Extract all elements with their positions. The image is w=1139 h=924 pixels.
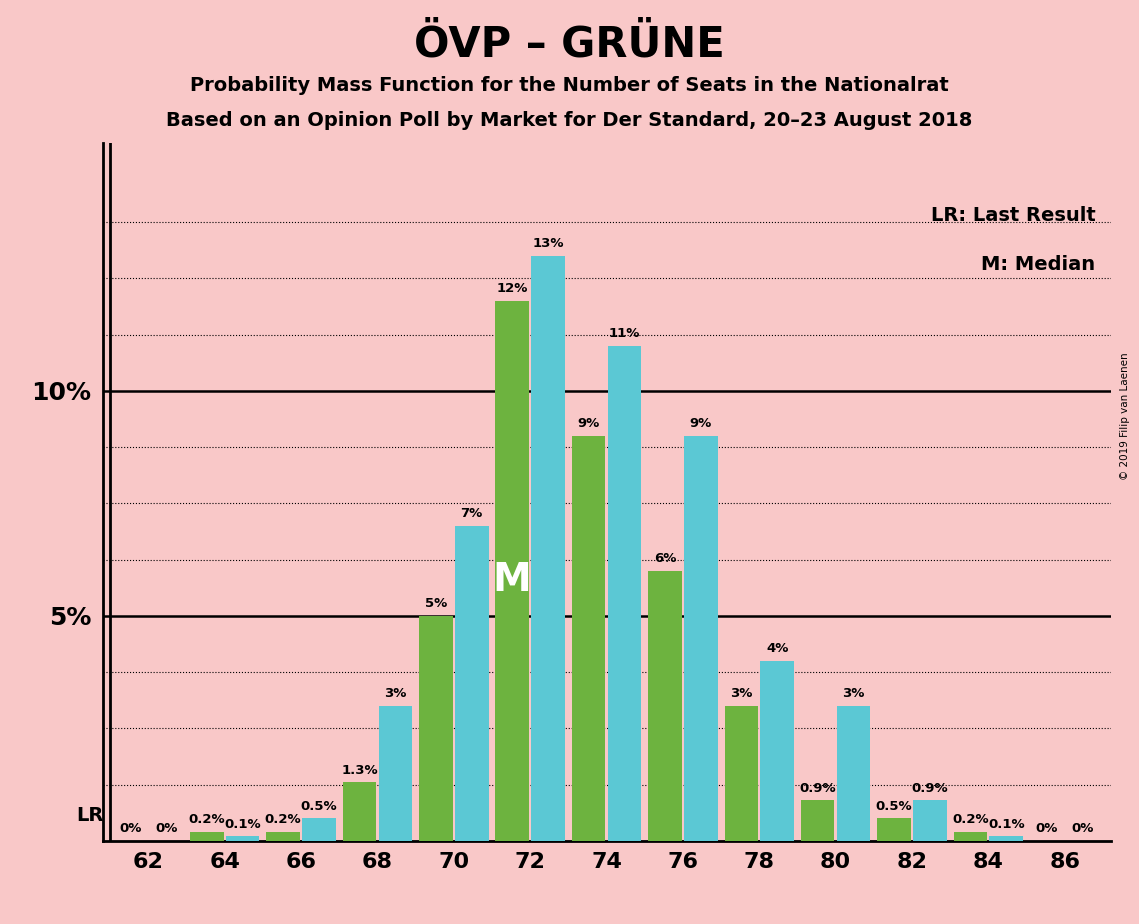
Text: 9%: 9% (690, 418, 712, 431)
Bar (454, 526, 489, 841)
Text: 0.2%: 0.2% (264, 813, 302, 826)
Bar (648, 571, 682, 841)
Text: 0.9%: 0.9% (800, 782, 836, 795)
Text: LR: Last Result: LR: Last Result (931, 206, 1096, 225)
Text: 13%: 13% (532, 237, 564, 250)
Text: 5%: 5% (425, 598, 446, 611)
Text: Based on an Opinion Poll by Market for Der Standard, 20–23 August 2018: Based on an Opinion Poll by Market for D… (166, 111, 973, 130)
Text: 0.5%: 0.5% (301, 800, 337, 813)
Text: LR: LR (76, 806, 104, 825)
Bar (495, 300, 528, 841)
Bar (837, 706, 870, 841)
Text: 0.2%: 0.2% (188, 813, 226, 826)
Bar (608, 346, 641, 841)
Text: ÖVP – GRÜNE: ÖVP – GRÜNE (415, 23, 724, 65)
Bar (572, 436, 605, 841)
Text: 3%: 3% (384, 687, 407, 700)
Text: 0.2%: 0.2% (952, 813, 989, 826)
Text: 0%: 0% (1035, 822, 1058, 835)
Text: 0.1%: 0.1% (988, 818, 1025, 831)
Bar (724, 706, 759, 841)
Text: © 2019 Filip van Laenen: © 2019 Filip van Laenen (1121, 352, 1130, 480)
Bar (801, 800, 835, 841)
Bar (913, 800, 947, 841)
Bar (343, 783, 376, 841)
Text: 1.3%: 1.3% (342, 764, 378, 777)
Bar (685, 436, 718, 841)
Text: M: Median: M: Median (982, 255, 1096, 274)
Text: 12%: 12% (497, 283, 527, 296)
Text: 0%: 0% (155, 822, 178, 835)
Bar (419, 615, 452, 841)
Bar (953, 832, 988, 841)
Text: 3%: 3% (730, 687, 753, 700)
Bar (990, 836, 1023, 841)
Text: 4%: 4% (767, 642, 788, 655)
Bar (761, 661, 794, 841)
Text: 11%: 11% (608, 327, 640, 340)
Bar (531, 256, 565, 841)
Bar (267, 832, 300, 841)
Text: 0.9%: 0.9% (911, 782, 949, 795)
Bar (226, 836, 260, 841)
Text: 0.5%: 0.5% (876, 800, 912, 813)
Text: 0%: 0% (1072, 822, 1093, 835)
Text: 9%: 9% (577, 418, 600, 431)
Text: 7%: 7% (460, 507, 483, 520)
Text: 0.1%: 0.1% (224, 818, 261, 831)
Text: 6%: 6% (654, 553, 677, 565)
Text: 0%: 0% (120, 822, 141, 835)
Bar (378, 706, 412, 841)
Text: Probability Mass Function for the Number of Seats in the Nationalrat: Probability Mass Function for the Number… (190, 76, 949, 95)
Text: M: M (493, 561, 532, 599)
Text: 3%: 3% (843, 687, 865, 700)
Bar (302, 819, 336, 841)
Bar (877, 819, 911, 841)
Bar (190, 832, 223, 841)
